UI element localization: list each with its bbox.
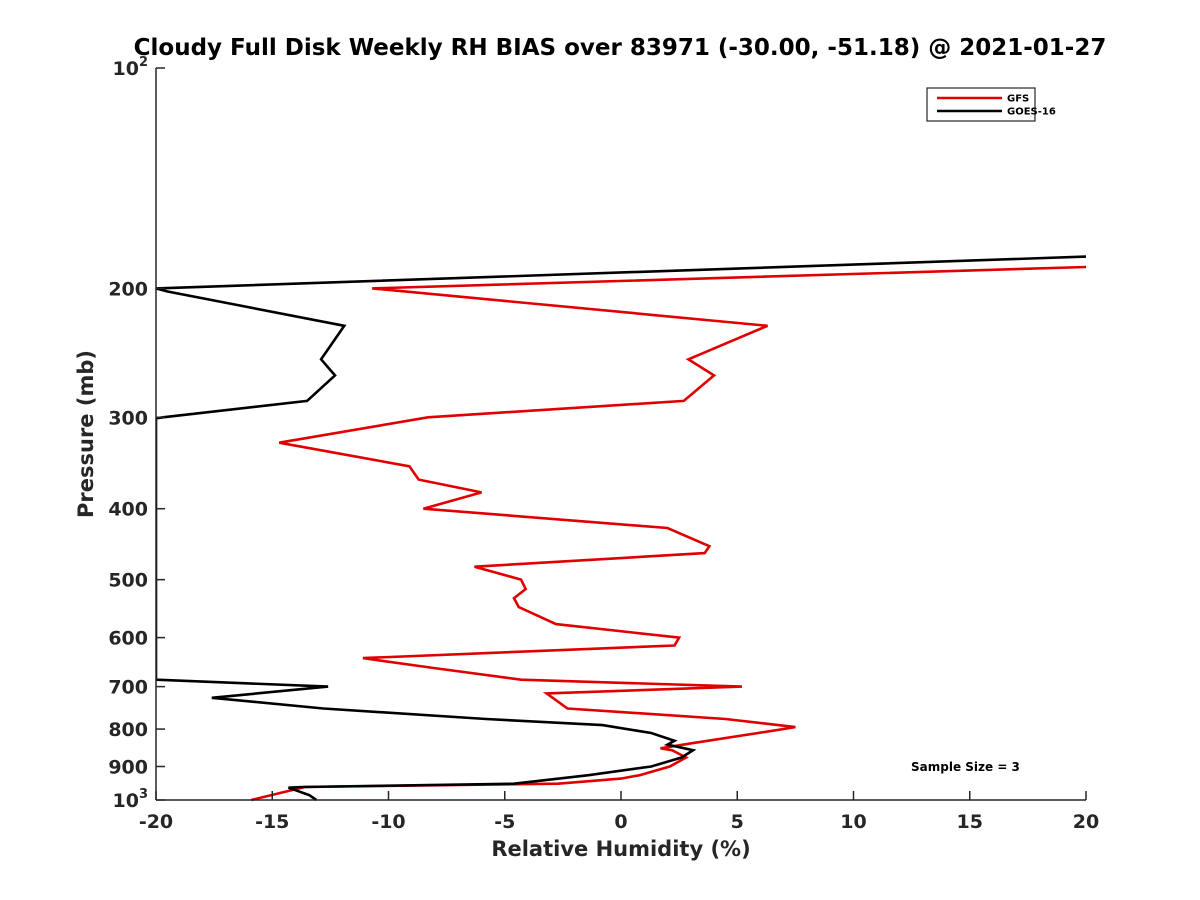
plot-area: -20 -15 -10 -5 0 5 10 15 20 102 200 300 400 500 600 70… — [108, 55, 1099, 833]
legend-box — [926, 87, 1036, 122]
x-tick-label: -20 — [139, 811, 173, 833]
legend: GFS GOES-16 — [926, 87, 1056, 122]
y-tick-label: 300 — [108, 407, 148, 429]
y-tick-label: 103 — [113, 787, 149, 812]
x-tick-label: 10 — [840, 811, 866, 833]
series-line-goes16 — [156, 255, 1087, 802]
x-tick-label: 5 — [731, 811, 744, 833]
y-tick-label: 400 — [108, 499, 148, 521]
series-layer — [156, 255, 1087, 802]
y-tick-label: 900 — [108, 757, 148, 779]
series-line-gfs — [250, 265, 1087, 802]
x-tick-label: 0 — [614, 811, 627, 833]
sample-size-annotation: Sample Size = 3 — [911, 760, 1020, 774]
plot-background — [156, 68, 1086, 800]
y-tick-label: 500 — [108, 570, 148, 592]
y-tick-label: 102 — [113, 55, 149, 80]
x-tick-label: 20 — [1073, 811, 1099, 833]
x-axis-label: Relative Humidity (%) — [491, 837, 750, 861]
x-ticks: -20 -15 -10 -5 0 5 10 15 20 — [139, 791, 1099, 833]
legend-label-goes16: GOES-16 — [1007, 107, 1056, 118]
chart-title: Cloudy Full Disk Weekly RH BIAS over 839… — [134, 35, 1107, 61]
y-axis-label: Pressure (mb) — [74, 350, 98, 518]
y-tick-label: 800 — [108, 719, 148, 741]
x-tick-label: -10 — [371, 811, 405, 833]
y-ticks: 102 200 300 400 500 600 700 800 900 103 — [108, 55, 165, 812]
y-tick-label: 700 — [108, 677, 148, 699]
x-tick-label: 15 — [957, 811, 983, 833]
y-tick-label: 600 — [108, 628, 148, 650]
y-tick-label: 200 — [108, 278, 148, 300]
legend-label-gfs: GFS — [1007, 94, 1029, 105]
x-tick-label: -15 — [255, 811, 289, 833]
x-tick-label: -5 — [494, 811, 515, 833]
